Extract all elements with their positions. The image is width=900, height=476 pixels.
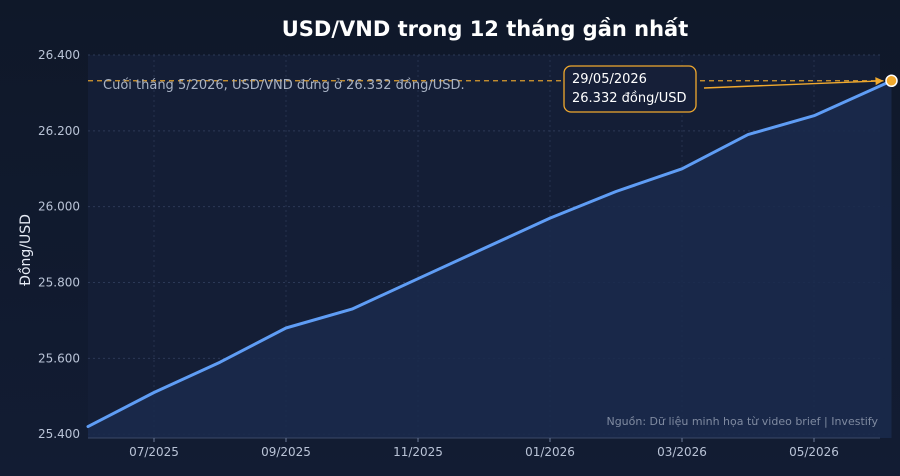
y-tick-label: 25.600 [38,351,80,365]
x-tick-label: 05/2026 [789,445,839,459]
x-tick-label: 01/2026 [525,445,575,459]
callout-frame [563,65,697,113]
x-tick-label: 03/2026 [657,445,707,459]
last-data-point [885,74,898,88]
x-tick-label: 11/2025 [393,445,443,459]
y-tick-label: 26.200 [38,124,80,138]
y-tick-label: 26.400 [38,48,80,62]
y-tick-label: 25.400 [38,427,80,441]
y-axis-label: Đồng/USD [17,214,34,286]
x-tick-label: 09/2025 [261,445,311,459]
callout-arrowhead [875,77,884,86]
callout-arrow [703,80,884,89]
data-points [885,74,898,88]
y-tick-label: 26.000 [38,200,80,214]
chart-title: USD/VND trong 12 tháng gần nhất [282,17,689,41]
source-note: Nguồn: Dữ liệu minh họa từ video brief |… [606,415,878,428]
callout-date: 29/05/2026 [572,72,647,87]
annotation-note: Cuối tháng 5/2026, USD/VND đứng ở 26.332… [103,78,465,93]
series-line [86,79,893,429]
callout-box: 29/05/2026 26.332 đồng/USD [563,65,884,113]
x-tick-label: 07/2025 [129,445,179,459]
series-area [88,80,892,439]
y-tick-label: 25.800 [38,276,80,290]
x-axis-ticks: 07/2025 09/2025 11/2025 01/2026 03/2026 05/20… [88,437,880,459]
callout-value: 26.332 đồng/USD [572,91,686,106]
y-axis-ticks: 25.400 25.600 25.800 26.000 26.200 26.400 [38,48,80,441]
